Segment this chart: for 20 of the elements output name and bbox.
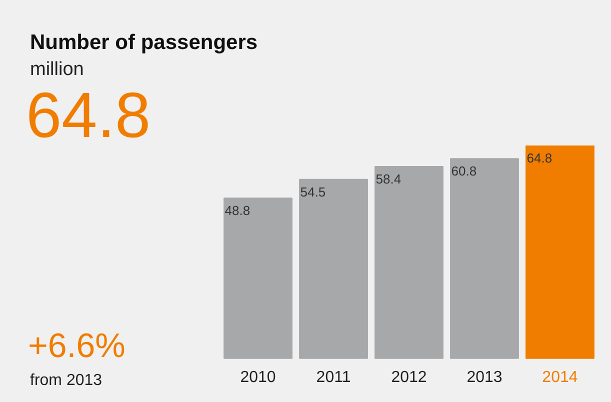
- chart-title: Number of passengers: [30, 30, 258, 56]
- x-tick-label: 2011: [316, 369, 351, 386]
- text: +6.6%: [28, 327, 126, 366]
- data-label: 54.5: [300, 184, 326, 200]
- bar: [526, 146, 594, 359]
- data-label: 64.8: [526, 150, 552, 166]
- x-tick-label: 2010: [240, 369, 276, 386]
- x-tick-label: 2014: [542, 369, 578, 386]
- bar: [450, 158, 519, 359]
- text: from 2013: [30, 371, 102, 391]
- data-label: 58.4: [376, 172, 402, 187]
- data-label: 48.8: [224, 203, 250, 218]
- bar: [224, 198, 292, 359]
- text: million: [30, 58, 84, 82]
- text: 64.8: [26, 79, 151, 151]
- x-tick-label: 2012: [391, 369, 427, 386]
- x-tick-label: 2013: [466, 369, 502, 386]
- bar: [299, 178, 368, 359]
- bar: [374, 166, 444, 359]
- data-label: 60.8: [451, 164, 477, 179]
